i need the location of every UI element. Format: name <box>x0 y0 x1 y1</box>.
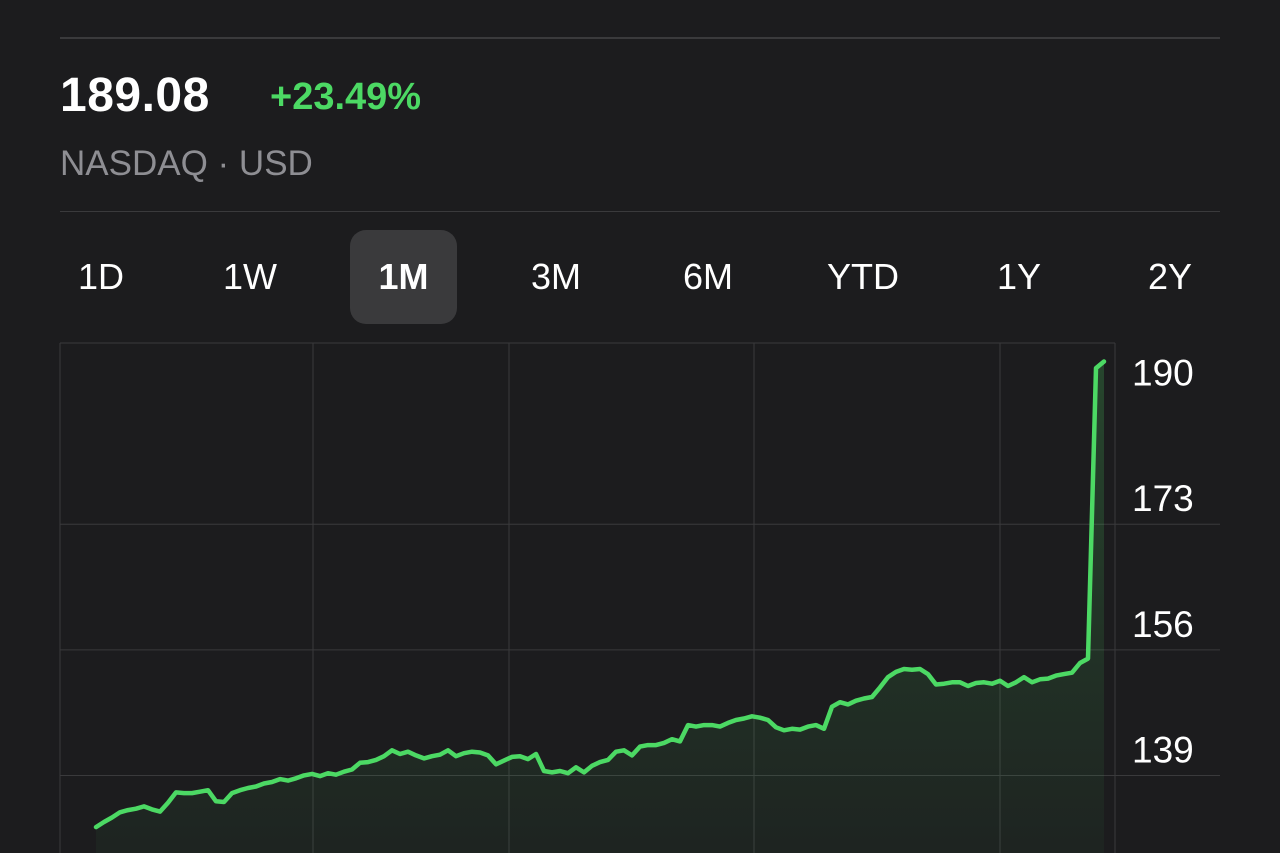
y-tick-label: 173 <box>1132 478 1194 519</box>
section-divider <box>60 211 1220 212</box>
tab-1m[interactable]: 1M <box>350 230 457 324</box>
top-divider <box>60 37 1220 39</box>
y-tick-label: 139 <box>1132 730 1194 771</box>
tab-1w[interactable]: 1W <box>223 256 277 297</box>
header-fragment: ᶦ <box>590 0 604 4</box>
tab-6m[interactable]: 6M <box>682 256 733 297</box>
exchange-currency: NASDAQ · USD <box>60 144 313 183</box>
tab-3m[interactable]: 3M <box>530 256 581 297</box>
range-tabs: 1D 1W 1M 3M 6M YTD 1Y 2Y <box>0 228 1280 326</box>
price-chart[interactable]: 190 173 156 139 <box>0 340 1280 853</box>
current-price: 189.08 <box>60 69 210 122</box>
price-line <box>93 359 1107 830</box>
y-tick-label: 190 <box>1132 353 1194 394</box>
price-change: +23.49% <box>270 76 422 118</box>
y-tick-label: 156 <box>1132 604 1194 645</box>
tab-1y[interactable]: 1Y <box>996 256 1042 297</box>
price-chart-svg[interactable]: 190 173 156 139 <box>0 340 1280 853</box>
tab-1d[interactable]: 1D <box>77 256 125 297</box>
tab-2y[interactable]: 2Y <box>1147 256 1193 297</box>
tab-ytd[interactable]: YTD <box>827 256 899 297</box>
price-area-fill <box>96 361 1104 853</box>
